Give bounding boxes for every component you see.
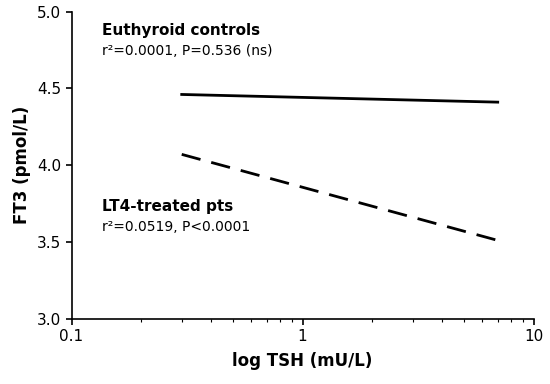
X-axis label: log TSH (mU/L): log TSH (mU/L) xyxy=(232,353,373,371)
Text: r²=0.0519, P<0.0001: r²=0.0519, P<0.0001 xyxy=(102,220,250,234)
Text: Euthyroid controls: Euthyroid controls xyxy=(102,23,260,38)
Y-axis label: FT3 (pmol/L): FT3 (pmol/L) xyxy=(13,106,31,224)
Text: LT4-treated pts: LT4-treated pts xyxy=(102,199,233,214)
Text: r²=0.0001, P=0.536 (ns): r²=0.0001, P=0.536 (ns) xyxy=(102,44,272,58)
